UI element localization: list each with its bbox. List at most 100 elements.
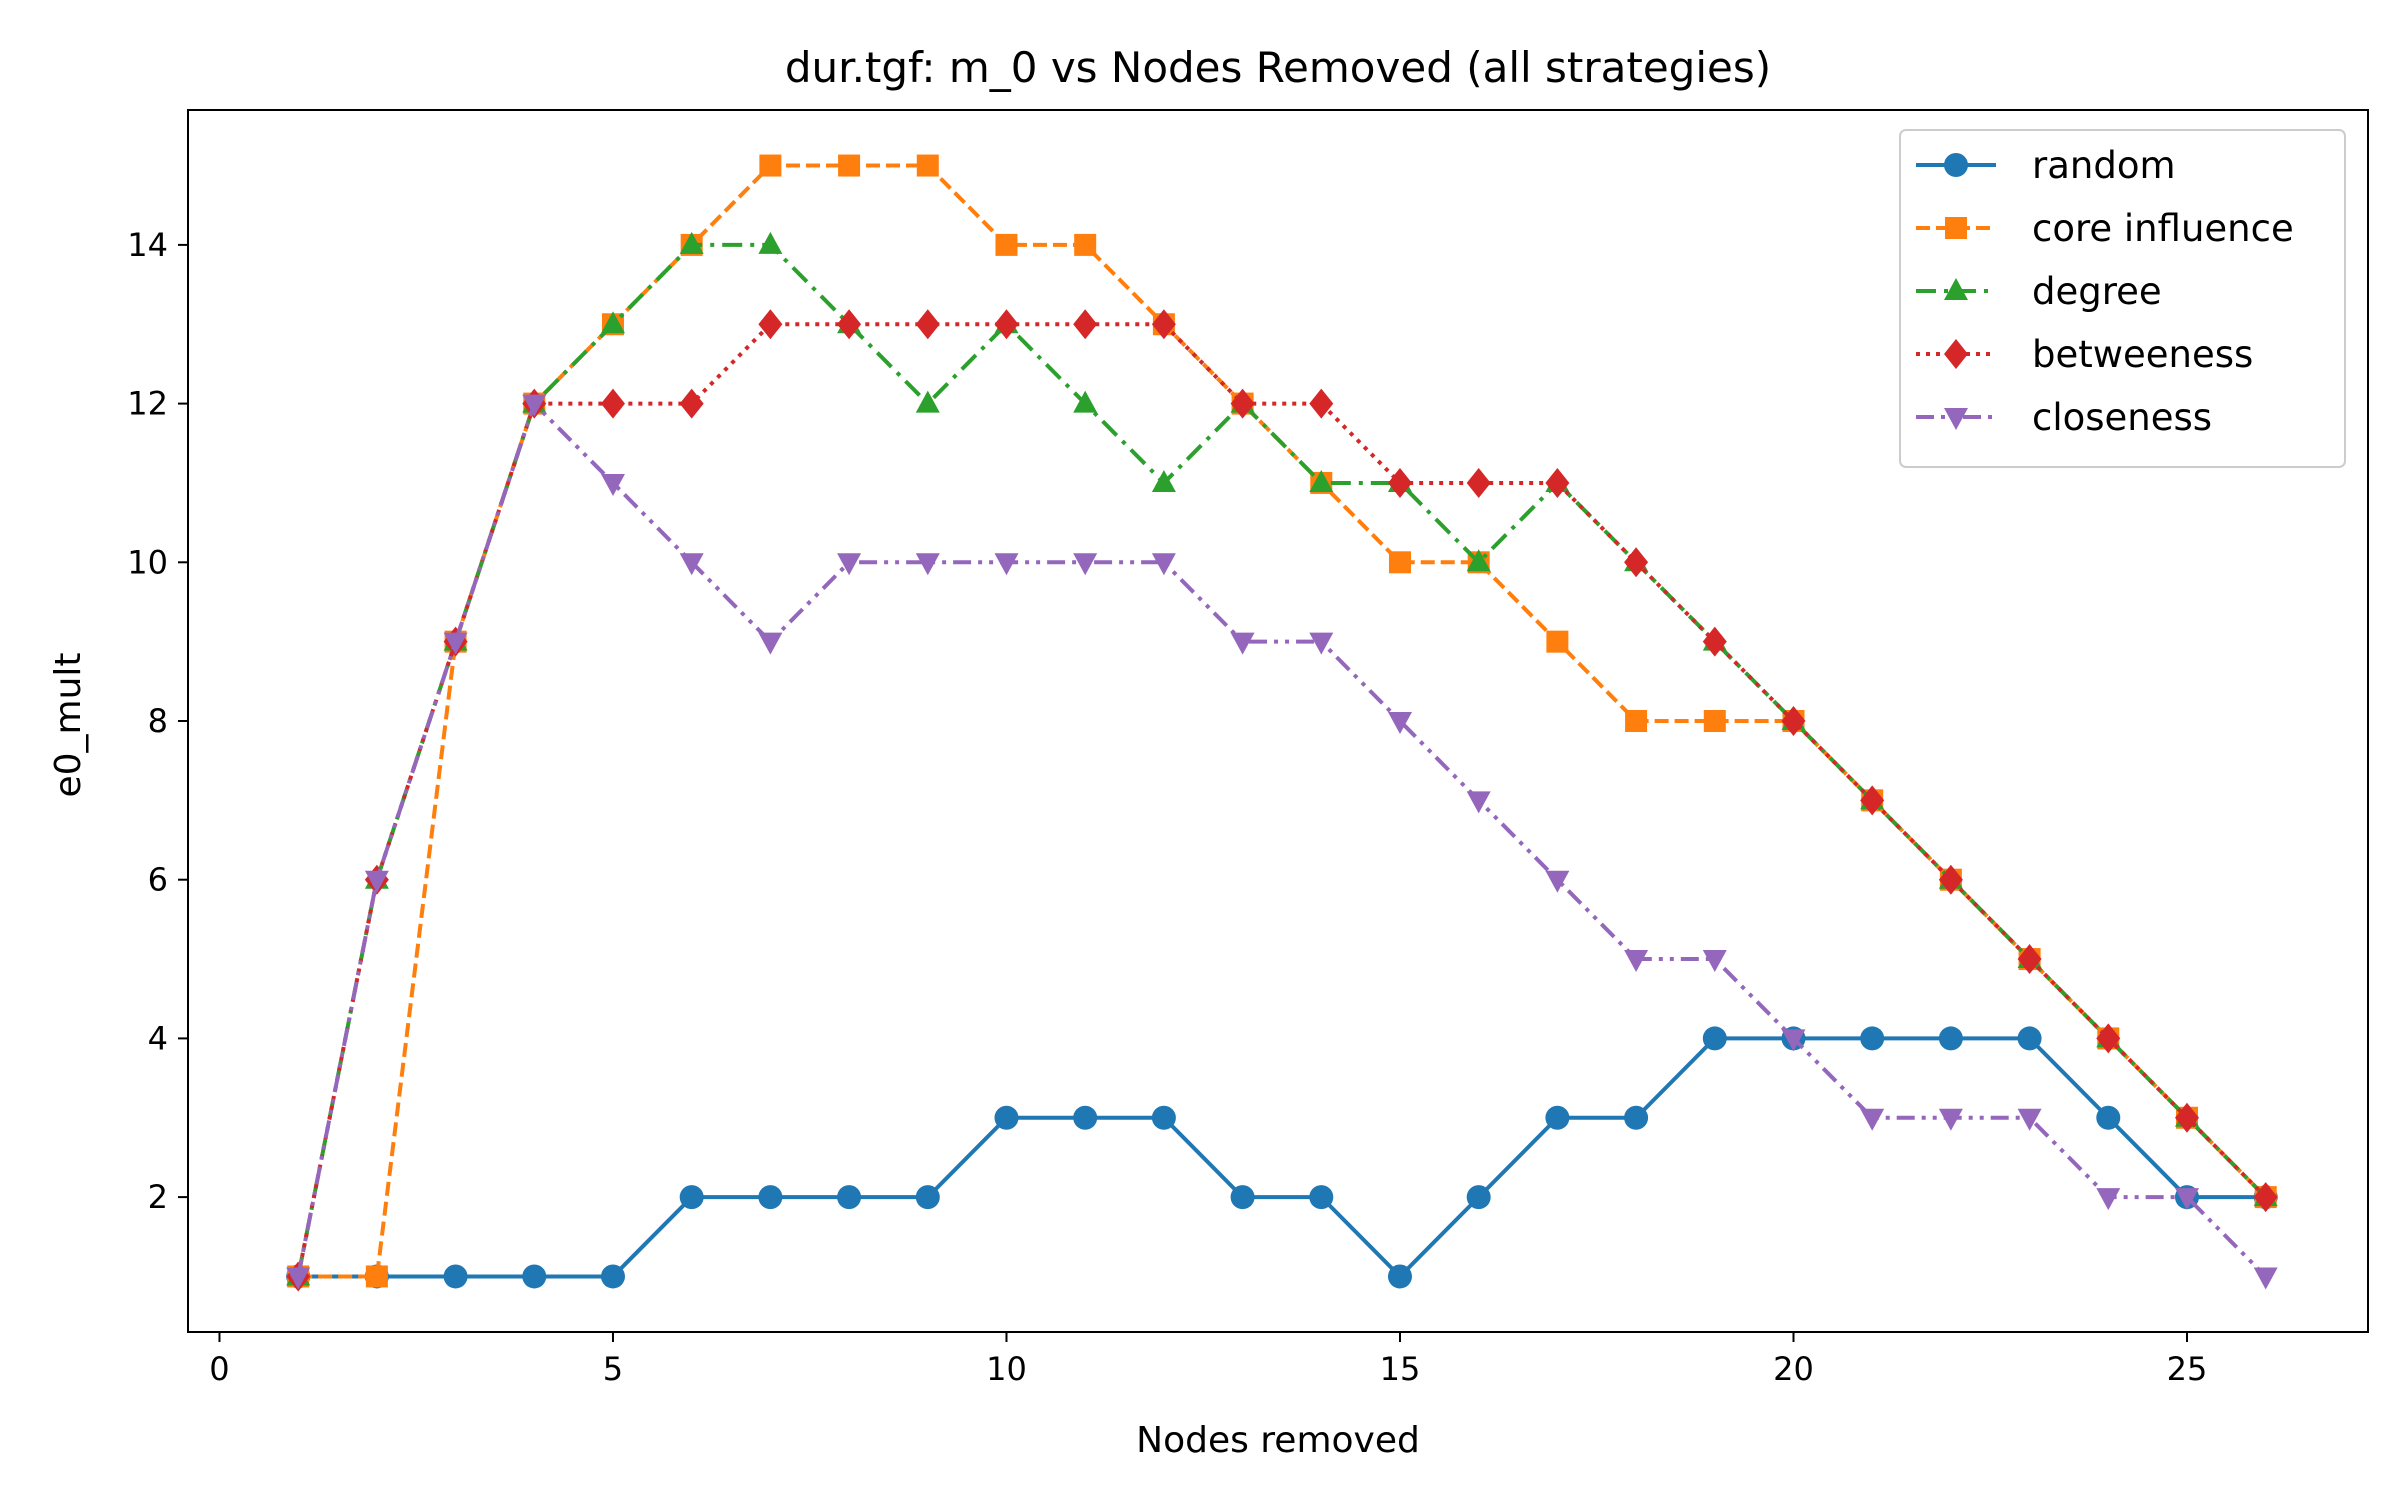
data-point — [1860, 1026, 1885, 1051]
data-point — [1938, 1026, 1963, 1051]
y-tick-label: 12 — [127, 385, 168, 423]
data-point — [1466, 791, 1491, 814]
plot-area — [286, 154, 2278, 1292]
data-point — [915, 553, 940, 576]
x-tick-label: 25 — [2167, 1350, 2208, 1388]
data-point — [679, 1185, 704, 1210]
data-point — [1545, 467, 1570, 498]
data-point — [994, 1105, 1019, 1130]
data-point — [1938, 864, 1963, 895]
legend-label: core influence — [2032, 207, 2294, 250]
data-point — [2096, 1105, 2121, 1130]
data-point — [915, 309, 940, 340]
data-point — [837, 1185, 862, 1210]
data-point — [2253, 1182, 2278, 1213]
data-point — [600, 1264, 625, 1289]
data-point — [1309, 388, 1334, 419]
data-point — [1703, 710, 1726, 732]
data-point — [600, 311, 625, 334]
data-point — [838, 154, 861, 177]
data-point — [286, 1267, 311, 1290]
data-point — [443, 1264, 468, 1289]
series-line — [298, 1036, 2266, 1280]
data-point — [994, 309, 1019, 340]
data-point — [837, 309, 862, 340]
series-line — [296, 242, 2268, 1277]
data-point — [2096, 1188, 2121, 1211]
y-axis-label: e0_mult — [48, 652, 89, 797]
data-point — [1466, 467, 1491, 498]
series-closeness — [286, 394, 2278, 1290]
legend-box — [1899, 129, 2346, 468]
data-point — [1151, 309, 1176, 340]
data-point — [1388, 551, 1411, 574]
data-point — [759, 154, 782, 177]
y-tick-label: 4 — [148, 1019, 168, 1057]
data-point — [2096, 1023, 2121, 1054]
data-point — [1545, 870, 1570, 893]
data-point — [1624, 950, 1649, 973]
data-point — [1625, 710, 1648, 732]
data-point — [1624, 547, 1649, 578]
legend-marker — [1944, 278, 1968, 300]
x-tick-label: 5 — [603, 1350, 623, 1388]
data-point — [758, 309, 783, 340]
data-point — [2174, 1102, 2199, 1133]
y-tick-label: 2 — [148, 1178, 168, 1216]
data-point — [1860, 1108, 1885, 1131]
y-tick-label: 14 — [127, 226, 168, 264]
data-point — [915, 1185, 940, 1210]
data-point — [443, 632, 468, 655]
data-point — [1151, 469, 1176, 492]
data-point — [1546, 630, 1569, 653]
data-point — [837, 553, 862, 576]
legend-label: random — [2032, 144, 2176, 187]
data-point — [522, 394, 547, 417]
x-axis-label: Nodes removed — [1136, 1420, 1420, 1461]
data-point — [915, 390, 940, 413]
data-point — [1073, 309, 1098, 340]
data-point — [2017, 1108, 2042, 1131]
data-point — [1466, 1185, 1491, 1210]
data-point — [1151, 553, 1176, 576]
legend-entry: closeness — [1916, 396, 2212, 439]
x-tick-label: 10 — [986, 1350, 1027, 1388]
data-point — [1938, 1108, 1963, 1131]
data-point — [600, 388, 625, 419]
legend-marker — [1944, 408, 1968, 430]
data-point — [758, 632, 783, 655]
legend-marker — [1944, 339, 1968, 369]
data-point — [995, 233, 1018, 256]
x-tick-label: 15 — [1380, 1350, 1421, 1388]
data-point — [1702, 626, 1727, 657]
legend-marker — [1945, 217, 1967, 239]
legend-entry: degree — [1916, 270, 2162, 313]
legend-entry: random — [1916, 144, 2176, 187]
data-point — [1387, 467, 1412, 498]
data-point — [2174, 1188, 2199, 1211]
data-point — [1074, 233, 1097, 256]
legend-entry: core influence — [1916, 207, 2294, 250]
data-point — [1624, 1105, 1649, 1130]
data-point — [600, 473, 625, 496]
data-point — [2253, 1267, 2278, 1290]
legend-label: closeness — [2032, 396, 2212, 439]
data-point — [1230, 1185, 1255, 1210]
data-point — [2017, 944, 2042, 975]
data-point — [2017, 1026, 2042, 1051]
data-point — [1230, 632, 1255, 655]
legend-marker — [1944, 153, 1968, 177]
data-point — [365, 1265, 388, 1288]
data-point — [1073, 553, 1098, 576]
data-point — [1781, 1029, 1806, 1052]
data-point — [522, 1264, 547, 1289]
data-point — [1309, 632, 1334, 655]
y-tick-label: 8 — [148, 702, 168, 740]
data-point — [916, 154, 939, 177]
x-tick-label: 0 — [209, 1350, 229, 1388]
data-point — [1073, 1105, 1098, 1130]
data-point — [1073, 390, 1098, 413]
data-point — [1466, 549, 1491, 572]
chart-title: dur.tgf: m_0 vs Nodes Removed (all strat… — [785, 43, 1771, 92]
data-point — [1151, 1105, 1176, 1130]
